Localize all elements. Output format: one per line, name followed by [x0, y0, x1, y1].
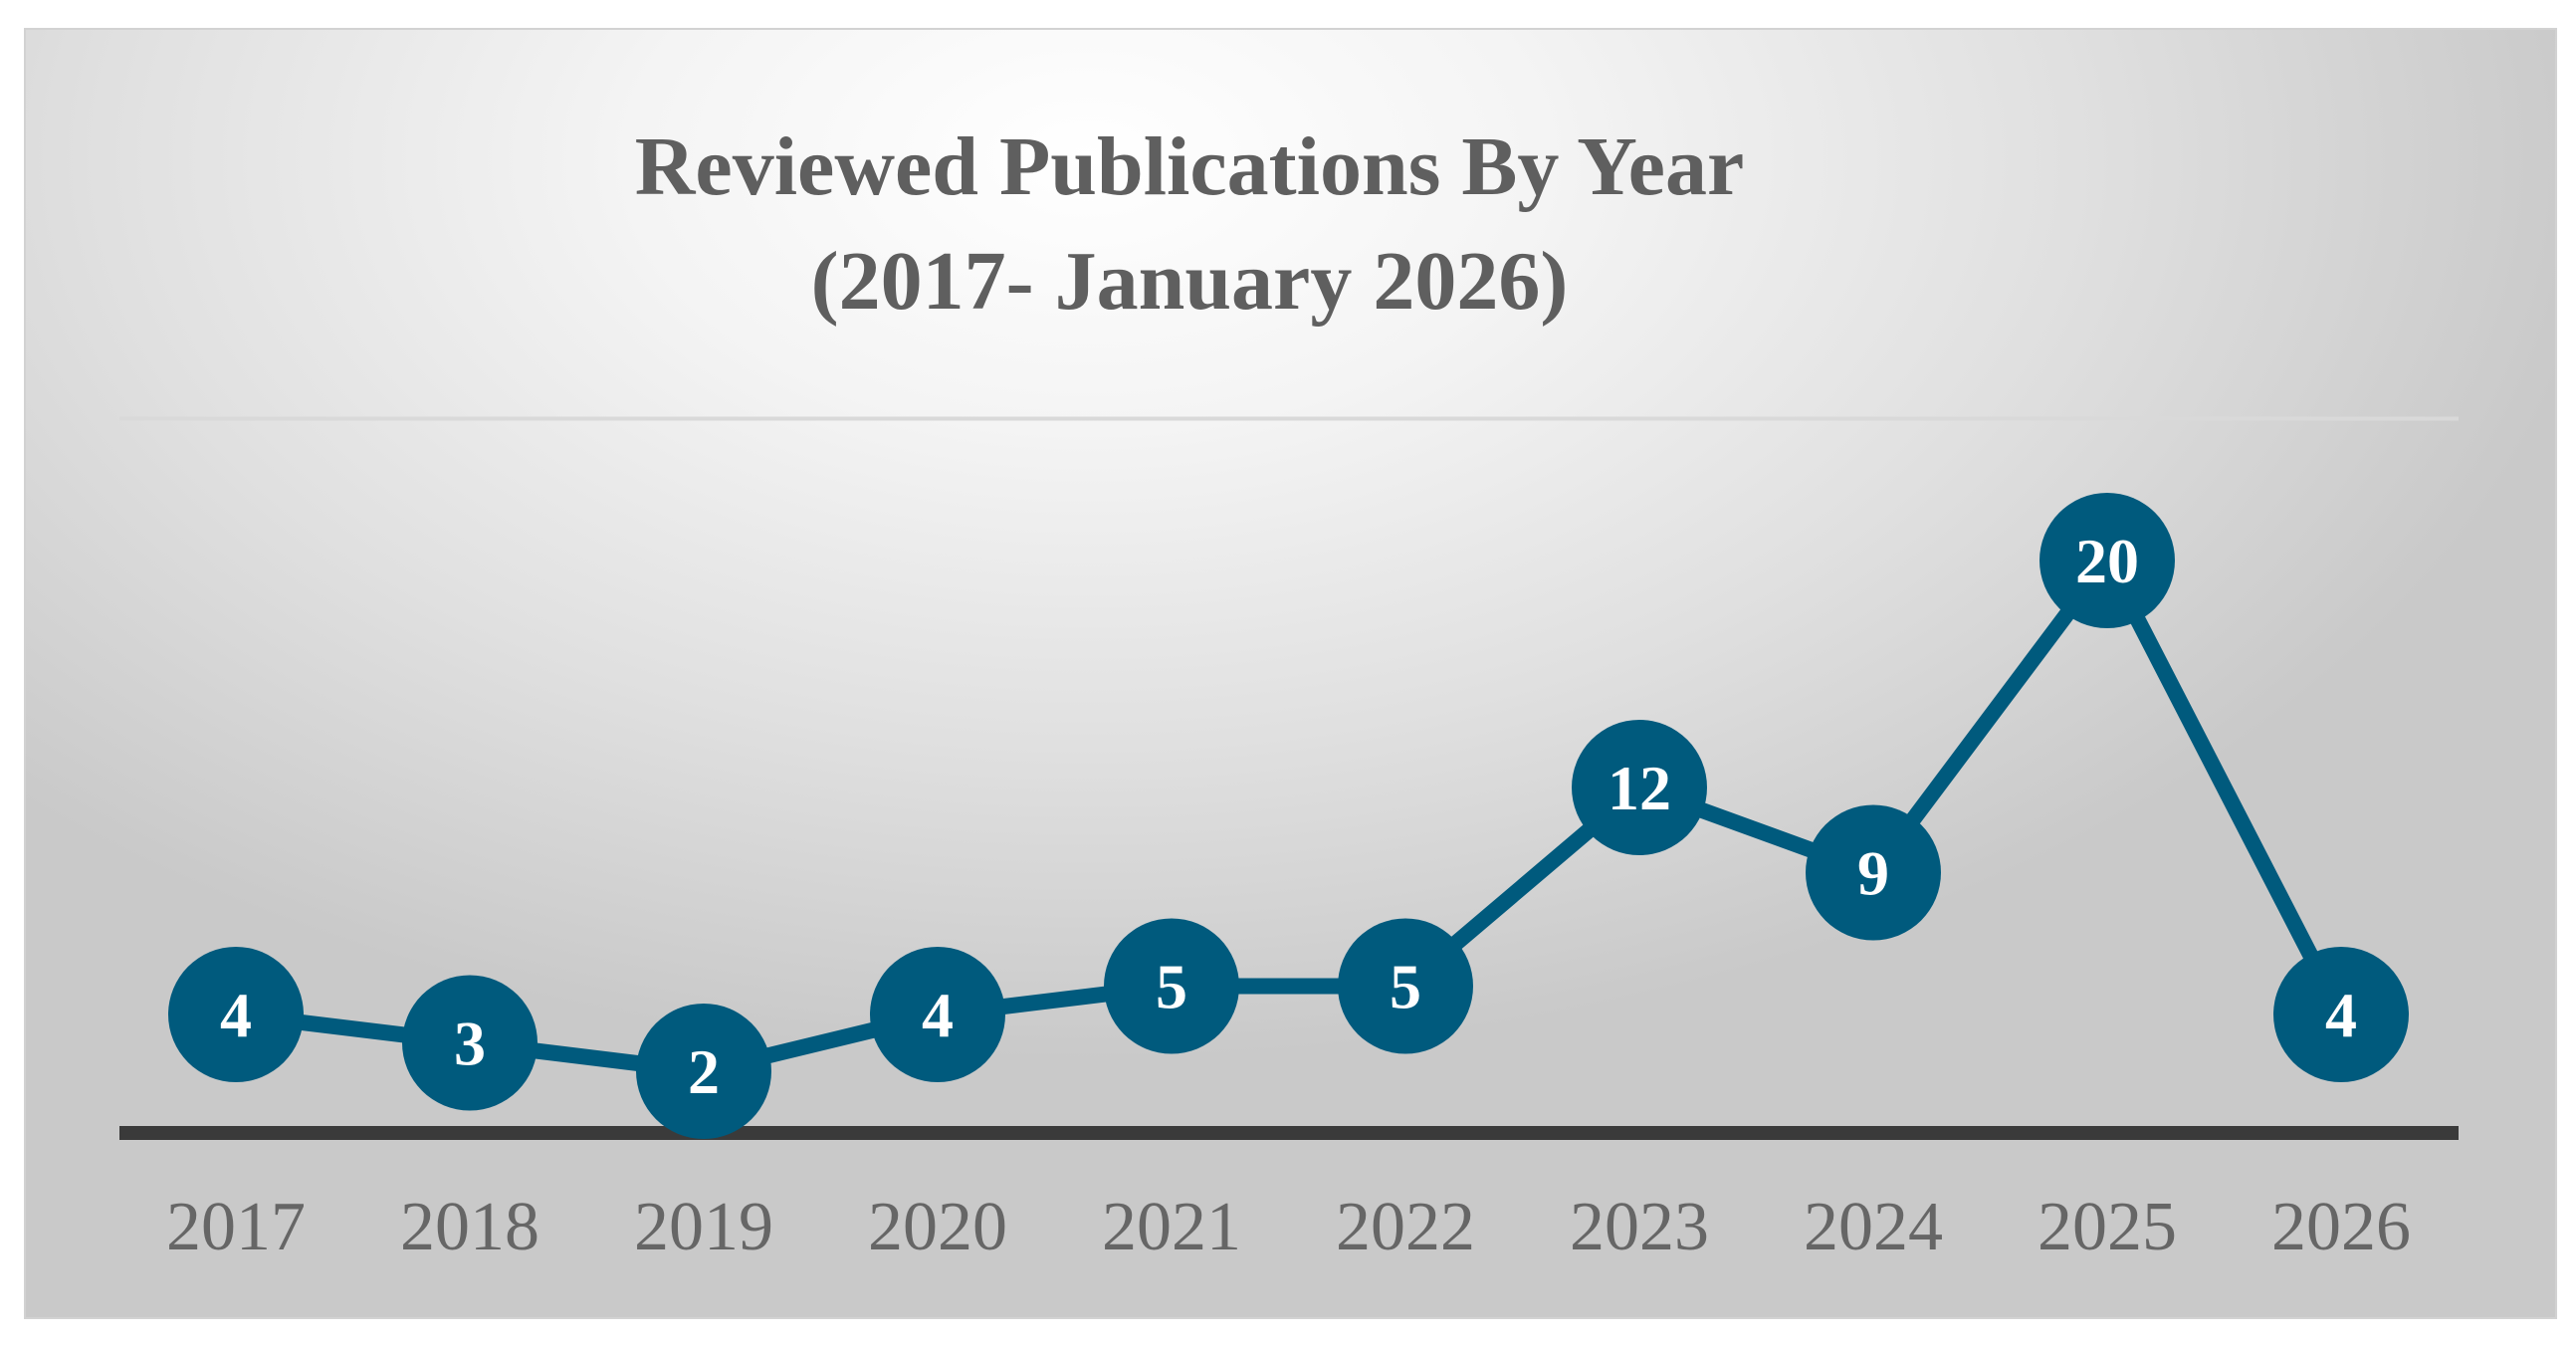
data-point: 4	[870, 947, 1005, 1082]
data-point-marker	[402, 975, 537, 1111]
series-markers: 4 3 2 4 5 5 12 9 20 4	[168, 493, 2409, 1139]
x-tick-label: 2018	[400, 1189, 539, 1265]
series-segment	[2099, 553, 2349, 1022]
x-tick-label: 2024	[1804, 1189, 1943, 1265]
data-point-marker	[1104, 918, 1239, 1054]
data-label: 4	[220, 980, 252, 1050]
data-point: 4	[168, 947, 304, 1082]
data-label: 4	[922, 980, 954, 1050]
data-point-marker	[1806, 804, 1941, 941]
data-point-marker	[2273, 947, 2409, 1082]
gridlines	[119, 416, 2459, 989]
x-tick-label: 2017	[166, 1189, 306, 1265]
x-tick-label: 2021	[1102, 1189, 1241, 1265]
data-point: 4	[2273, 947, 2409, 1082]
data-point: 2	[636, 1004, 771, 1139]
data-point-marker	[168, 947, 304, 1082]
data-label: 9	[1857, 838, 1889, 909]
data-point: 9	[1806, 804, 1941, 941]
x-tick-label: 2025	[2038, 1189, 2177, 1265]
chart-title: Reviewed Publications By Year	[635, 120, 1744, 213]
data-point: 5	[1104, 918, 1239, 1054]
x-tick-label: 2026	[2271, 1189, 2411, 1265]
x-tick-label: 2022	[1336, 1189, 1475, 1265]
series-line	[228, 553, 2349, 1079]
x-tick-label: 2019	[634, 1189, 773, 1265]
data-label: 3	[454, 1009, 486, 1079]
chart-subtitle: (2017- January 2026)	[811, 235, 1569, 328]
data-label: 5	[1156, 952, 1187, 1022]
data-label: 12	[1608, 753, 1671, 823]
x-axis-ticks: 2017 2018 2019 2020 2021 2022 2023 2024 2025 2026	[166, 1189, 2411, 1265]
data-point: 5	[1338, 918, 1473, 1054]
data-point: 20	[2039, 493, 2175, 628]
data-point-marker	[636, 1004, 771, 1139]
data-label: 2	[688, 1036, 720, 1107]
data-label: 4	[2325, 980, 2357, 1050]
x-tick-label: 2020	[868, 1189, 1007, 1265]
x-tick-label: 2023	[1570, 1189, 1709, 1265]
data-label: 20	[2075, 526, 2139, 596]
data-label: 5	[1390, 952, 1421, 1022]
data-point-marker	[1572, 720, 1707, 855]
data-point-marker	[1338, 918, 1473, 1054]
data-point: 3	[402, 975, 537, 1111]
data-point: 12	[1572, 720, 1707, 855]
data-point-marker	[2039, 493, 2175, 628]
data-point-marker	[870, 947, 1005, 1082]
